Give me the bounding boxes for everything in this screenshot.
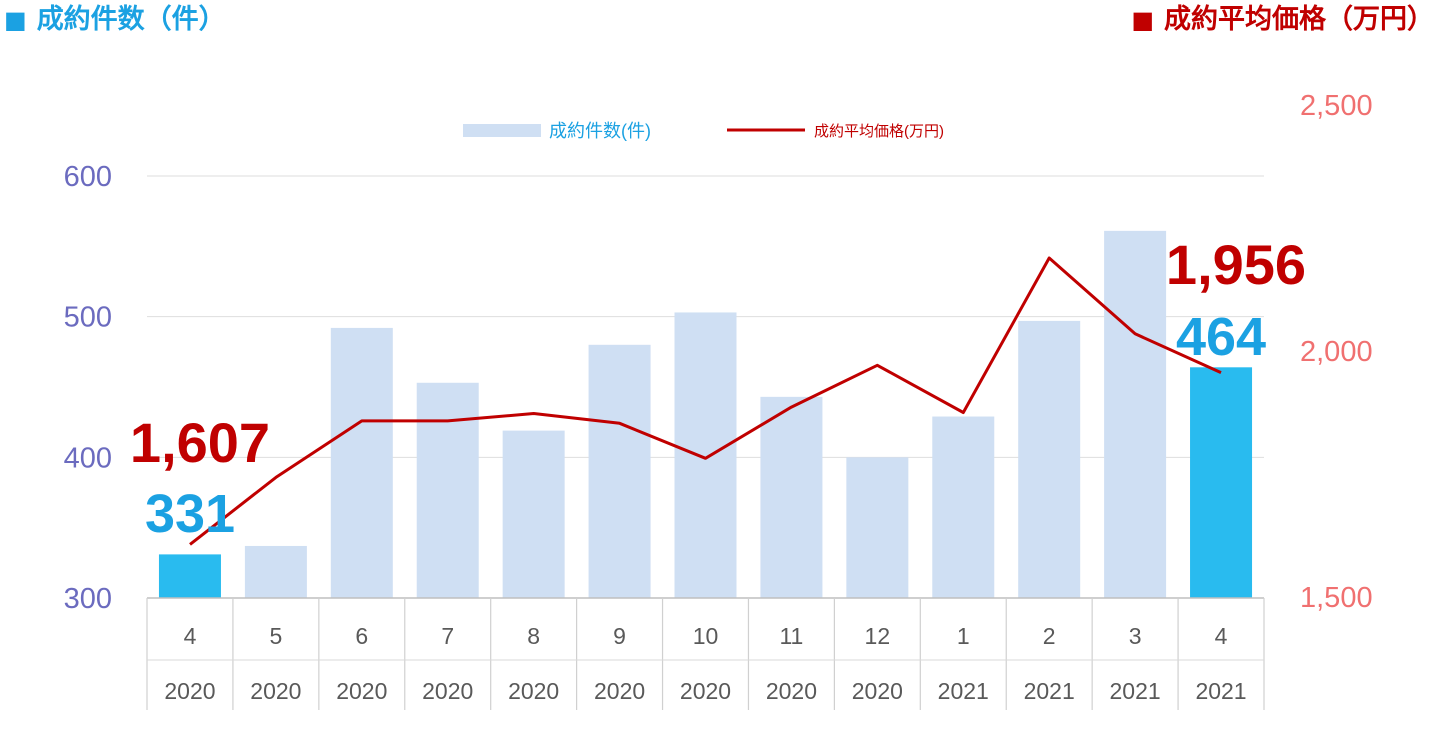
x-tick-year: 2020 (766, 678, 817, 704)
count-header-title: 成約件数（件） (36, 4, 226, 35)
x-tick-month: 5 (269, 623, 282, 649)
right-axis-tick: 2,500 (1300, 90, 1373, 122)
count-bar (1190, 367, 1253, 598)
left-axis-tick: 500 (64, 302, 112, 334)
x-tick-year: 2020 (164, 678, 215, 704)
left-axis-header: ■ 成約件数（件） (4, 2, 226, 38)
x-tick-month: 10 (693, 623, 719, 649)
left-axis-tick: 300 (64, 583, 112, 615)
x-tick-year: 2021 (1195, 678, 1246, 704)
x-tick-year: 2020 (680, 678, 731, 704)
count-bar (760, 396, 823, 598)
x-tick-month: 3 (1129, 623, 1142, 649)
x-tick-month: 4 (184, 623, 197, 649)
price-header-title: 成約平均価格（万円） (1164, 4, 1434, 35)
legend-line-label: 成約平均価格(万円) (814, 123, 944, 140)
count-bar (1018, 320, 1081, 598)
right-axis-header: ■ 成約平均価格（万円） (1131, 2, 1434, 38)
x-tick-month: 8 (527, 623, 540, 649)
count-bar (158, 554, 221, 598)
x-tick-year: 2020 (250, 678, 301, 704)
x-tick-year: 2020 (508, 678, 559, 704)
count-bar (588, 344, 651, 598)
count-marker-icon: ■ (4, 6, 27, 34)
x-tick-year: 2020 (594, 678, 645, 704)
right-axis-tick: 1,500 (1300, 582, 1373, 614)
x-tick-month: 12 (865, 623, 891, 649)
count-bar (1104, 230, 1167, 599)
price-annotation: 1,607 (130, 411, 270, 474)
count-bar (932, 416, 995, 598)
left-axis-tick: 600 (64, 161, 112, 193)
x-tick-month: 11 (779, 623, 803, 649)
count-bar (502, 430, 565, 598)
count-bar (674, 312, 737, 598)
legend-bar-swatch (463, 124, 541, 137)
x-tick-month: 2 (1043, 623, 1056, 649)
count-bar (416, 382, 479, 598)
x-tick-year: 2021 (1110, 678, 1161, 704)
count-bar (244, 545, 307, 598)
x-tick-year: 2021 (938, 678, 989, 704)
count-bar (846, 457, 909, 598)
x-tick-year: 2020 (336, 678, 387, 704)
x-tick-month: 7 (441, 623, 454, 649)
x-tick-month: 4 (1215, 623, 1228, 649)
count-annotation: 331 (145, 484, 235, 544)
x-tick-month: 1 (957, 623, 970, 649)
left-axis-tick: 400 (64, 442, 112, 474)
x-tick-year: 2021 (1024, 678, 1075, 704)
count-bar (330, 327, 393, 598)
right-axis-tick: 2,000 (1300, 336, 1373, 368)
legend-bar-label: 成約件数(件) (549, 121, 651, 141)
x-tick-month: 6 (355, 623, 368, 649)
price-line (189, 256, 1222, 546)
count-annotation: 464 (1176, 307, 1266, 367)
x-tick-year: 2020 (422, 678, 473, 704)
x-tick-year: 2020 (852, 678, 903, 704)
price-marker-icon: ■ (1131, 6, 1154, 34)
price-annotation: 1,956 (1166, 233, 1306, 296)
x-tick-month: 9 (613, 623, 626, 649)
